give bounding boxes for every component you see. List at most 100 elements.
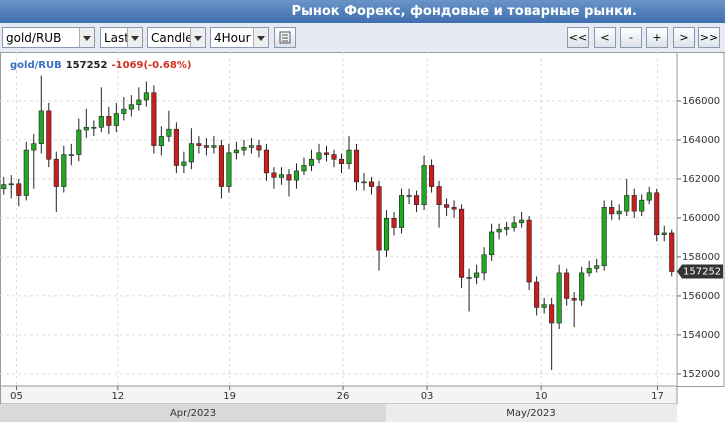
nav-button[interactable]: + bbox=[646, 27, 668, 48]
candle-body bbox=[166, 128, 172, 137]
candle-body bbox=[263, 149, 269, 174]
x-tick-label: 05 bbox=[10, 391, 23, 402]
price-type-text: Last bbox=[104, 31, 129, 45]
candle-body bbox=[436, 186, 442, 205]
quote-last: 157252 bbox=[66, 60, 108, 71]
candle-body bbox=[98, 116, 104, 128]
candle-body bbox=[489, 231, 495, 256]
nav-button[interactable]: < bbox=[594, 27, 616, 48]
x-tick-label: 03 bbox=[421, 391, 434, 402]
candle-body bbox=[83, 126, 89, 131]
symbol-select[interactable]: gold/RUB bbox=[2, 27, 95, 48]
x-tick-label: 26 bbox=[337, 391, 350, 402]
last-price-box bbox=[677, 264, 723, 279]
price-type-select[interactable]: Last bbox=[100, 27, 143, 48]
candle-body bbox=[188, 143, 194, 163]
candle-body bbox=[113, 113, 119, 126]
header: Рынок Форекс, фондовые и товарные рынки. bbox=[0, 0, 725, 23]
y-tick-label: 160000 bbox=[682, 213, 720, 224]
toolbar: gold/RUB Last Candle 4Hour << < - + > >> bbox=[0, 23, 725, 53]
candle-body bbox=[346, 149, 352, 165]
candle-body bbox=[639, 199, 645, 212]
y-tick-label: 166000 bbox=[682, 96, 720, 107]
candle-body bbox=[308, 158, 315, 166]
candle-body bbox=[406, 195, 412, 197]
y-tick-label: 152000 bbox=[682, 369, 720, 380]
chart: Apr/2023 May/2023 152000 154000 156000 158000… bbox=[0, 52, 725, 422]
candle-body bbox=[323, 152, 330, 155]
candle-body bbox=[286, 174, 292, 181]
x-tick-label: 12 bbox=[111, 391, 124, 402]
candle-body bbox=[624, 195, 630, 212]
price-axis bbox=[676, 52, 725, 387]
candle-body bbox=[541, 304, 547, 308]
candle-body bbox=[556, 272, 562, 324]
candle-body bbox=[338, 158, 345, 165]
candle-body bbox=[579, 272, 585, 301]
candle-body bbox=[293, 170, 300, 181]
plot-area bbox=[0, 52, 678, 387]
candle-body bbox=[616, 210, 622, 215]
candle-body bbox=[474, 272, 480, 278]
candle-body bbox=[391, 218, 397, 228]
x-tick-label: 17 bbox=[651, 391, 664, 402]
candle-body bbox=[451, 207, 457, 210]
candle-body bbox=[256, 145, 262, 151]
y-tick-label: 156000 bbox=[682, 291, 720, 302]
candle-body bbox=[91, 126, 97, 129]
candle-body bbox=[143, 92, 149, 101]
candle-body bbox=[53, 158, 59, 187]
candle-body bbox=[226, 152, 232, 187]
y-tick-label: 162000 bbox=[682, 174, 720, 185]
candle-body bbox=[316, 152, 322, 160]
settings-button[interactable] bbox=[274, 27, 296, 48]
candle-body bbox=[459, 208, 465, 278]
candle-body bbox=[526, 219, 532, 283]
candle-body bbox=[444, 204, 450, 208]
candle-body bbox=[233, 149, 239, 154]
month-label: Apr/2023 bbox=[170, 408, 216, 419]
candle-body bbox=[361, 181, 367, 184]
x-tick-label: 19 bbox=[223, 391, 236, 402]
candle-body bbox=[1, 184, 7, 189]
nav-button[interactable]: > bbox=[673, 27, 695, 48]
candle-body bbox=[368, 181, 375, 187]
candle-body bbox=[534, 281, 540, 308]
chart-type-select[interactable]: Candle bbox=[147, 27, 206, 48]
candle-body bbox=[646, 192, 652, 201]
candle-body bbox=[8, 183, 14, 186]
candle-body bbox=[248, 145, 254, 148]
candle-body bbox=[609, 207, 615, 215]
candle-body bbox=[631, 195, 637, 212]
nav-button[interactable]: >> bbox=[698, 27, 720, 48]
candle-body bbox=[121, 108, 127, 114]
quote-header: gold/RUB 157252 -1069(-0.68%) bbox=[10, 60, 191, 71]
candle-body bbox=[594, 265, 600, 269]
symbol-text: gold/RUB bbox=[6, 31, 62, 45]
candle-body bbox=[241, 147, 247, 151]
candle-body bbox=[181, 161, 187, 166]
candle-body bbox=[331, 154, 337, 160]
candle-body bbox=[353, 149, 360, 183]
chart-type-text: Candle bbox=[151, 31, 193, 45]
candle-body bbox=[16, 183, 22, 196]
candle-body bbox=[669, 232, 675, 272]
candle-body bbox=[511, 222, 517, 228]
nav-button[interactable]: << bbox=[567, 27, 589, 48]
candle-body bbox=[128, 104, 134, 110]
candle-body bbox=[278, 174, 285, 178]
candle-body bbox=[481, 254, 487, 274]
nav-button[interactable]: - bbox=[620, 27, 642, 48]
month-band bbox=[386, 404, 677, 422]
last-price-label: 157252 bbox=[683, 267, 721, 278]
month-label: May/2023 bbox=[506, 408, 556, 419]
y-tick-label: 164000 bbox=[682, 135, 720, 146]
candle-body bbox=[173, 128, 179, 166]
period-select[interactable]: 4Hour bbox=[210, 27, 269, 48]
candle-body bbox=[571, 298, 577, 301]
candle-body bbox=[68, 154, 74, 156]
candle-body bbox=[466, 277, 472, 279]
candle-body bbox=[661, 232, 667, 235]
candle-body bbox=[271, 172, 277, 178]
